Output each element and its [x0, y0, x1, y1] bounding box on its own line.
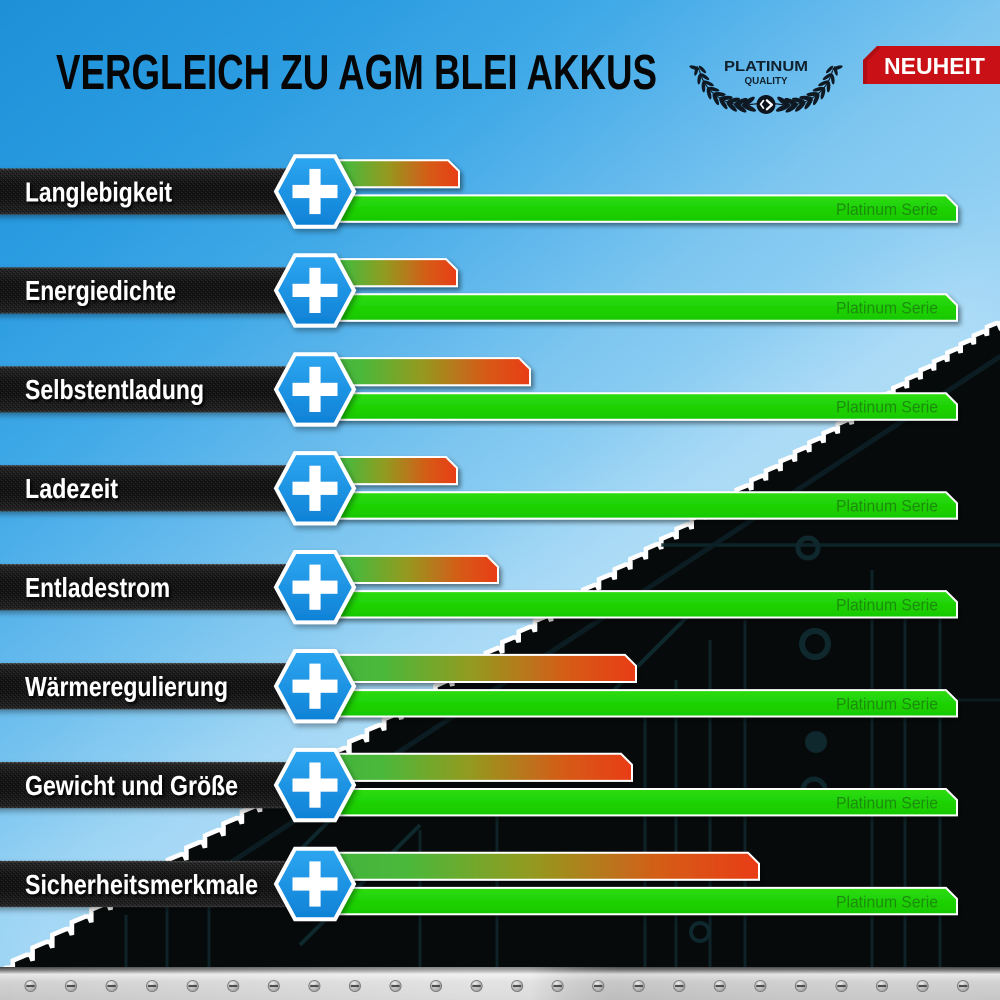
svg-text:PLATINUM: PLATINUM	[724, 58, 808, 75]
svg-text:VERGLEICH ZU AGM BLEI AKKUS: VERGLEICH ZU AGM BLEI AKKUS	[56, 46, 657, 100]
svg-text:Energiedichte: Energiedichte	[25, 275, 176, 306]
svg-text:Platinum Serie: Platinum Serie	[836, 497, 938, 516]
svg-text:Langlebigkeit: Langlebigkeit	[25, 176, 172, 207]
svg-text:Ladezeit: Ladezeit	[25, 473, 118, 504]
svg-text:NEUHEIT: NEUHEIT	[884, 53, 986, 79]
svg-text:Platinum Serie: Platinum Serie	[836, 398, 938, 417]
svg-text:Platinum Serie: Platinum Serie	[836, 596, 938, 615]
svg-text:Selbstentladung: Selbstentladung	[25, 374, 204, 405]
svg-text:Platinum Serie: Platinum Serie	[836, 200, 938, 219]
svg-text:Sicherheitsmerkmale: Sicherheitsmerkmale	[25, 869, 258, 900]
svg-text:Platinum Serie: Platinum Serie	[836, 299, 938, 318]
svg-text:Gewicht und Größe: Gewicht und Größe	[25, 770, 238, 801]
svg-text:Platinum Serie: Platinum Serie	[836, 695, 938, 714]
svg-text:Platinum Serie: Platinum Serie	[836, 892, 938, 911]
svg-text:Wärmeregulierung: Wärmeregulierung	[25, 671, 228, 702]
svg-text:Entladestrom: Entladestrom	[25, 572, 170, 603]
svg-text:QUALITY: QUALITY	[745, 76, 788, 87]
svg-text:Platinum Serie: Platinum Serie	[836, 793, 938, 812]
